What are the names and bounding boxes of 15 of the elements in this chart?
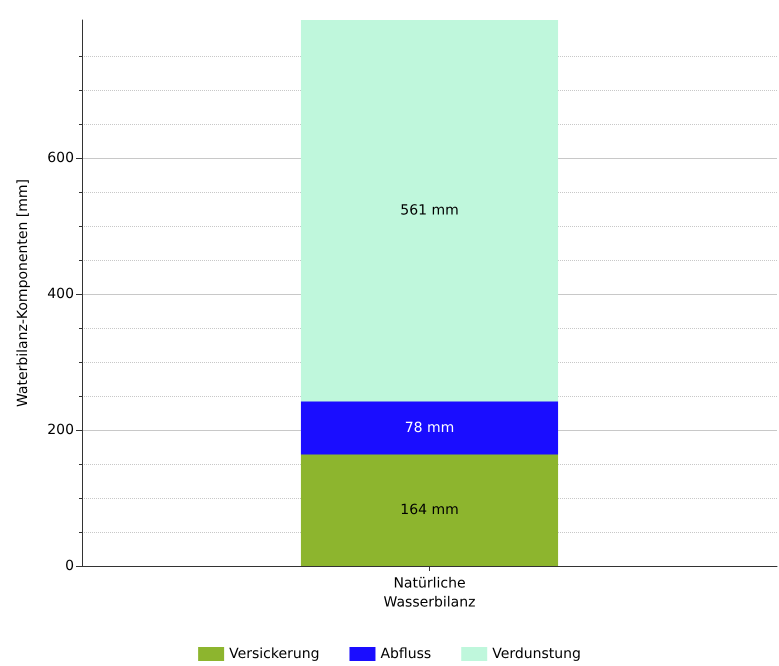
y-tick-label: 600 [47, 150, 74, 166]
data-label: 78 mm [404, 420, 454, 436]
legend-label: Versickerung [229, 646, 320, 662]
y-axis-title: Waterbilanz-Komponenten [mm] [15, 178, 31, 408]
legend-label: Verdunstung [492, 646, 581, 662]
bar [300, 20, 558, 402]
y-tick-label: 200 [47, 422, 74, 438]
legend-label: Abfluss [380, 646, 432, 662]
data-label: 164 mm [400, 502, 459, 518]
y-tick-label: 400 [47, 286, 74, 302]
bar [300, 401, 558, 454]
y-tick-label: 0 [65, 558, 74, 574]
data-label: 561 mm [400, 202, 459, 219]
bar [300, 454, 558, 566]
x-tick-label: Natürliche Wasserbilanz [384, 576, 476, 610]
